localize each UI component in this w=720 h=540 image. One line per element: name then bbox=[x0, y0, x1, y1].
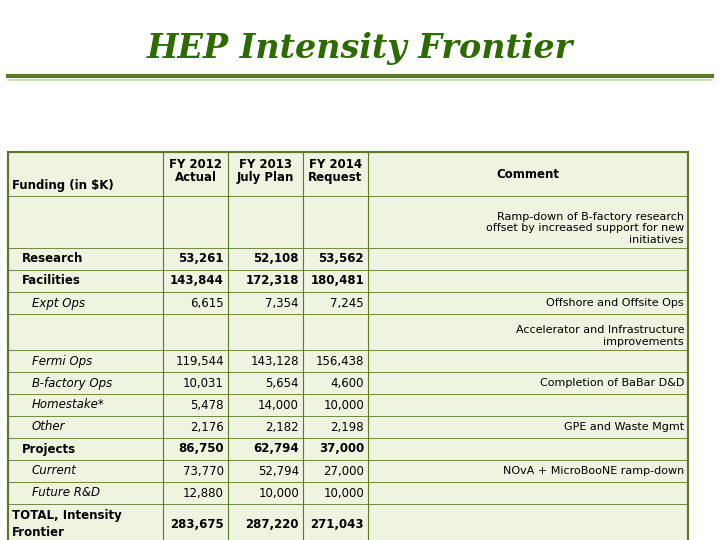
Text: 10,000: 10,000 bbox=[323, 399, 364, 411]
Text: TOTAL, Intensity
Frontier: TOTAL, Intensity Frontier bbox=[12, 510, 122, 538]
Text: Facilities: Facilities bbox=[22, 274, 81, 287]
Text: Completion of BaBar D&D: Completion of BaBar D&D bbox=[539, 378, 684, 388]
Text: 10,031: 10,031 bbox=[183, 376, 224, 389]
Bar bbox=[8, 152, 688, 540]
Text: HEP Intensity Frontier: HEP Intensity Frontier bbox=[147, 32, 573, 65]
Text: Funding (in $K): Funding (in $K) bbox=[12, 179, 114, 192]
Text: 143,128: 143,128 bbox=[251, 354, 299, 368]
Text: Research: Research bbox=[22, 253, 84, 266]
Text: 12,880: 12,880 bbox=[183, 487, 224, 500]
Text: Future R&D: Future R&D bbox=[32, 487, 100, 500]
Text: GPE and Waste Mgmt: GPE and Waste Mgmt bbox=[564, 422, 684, 432]
Text: Actual: Actual bbox=[174, 171, 217, 184]
Text: 86,750: 86,750 bbox=[179, 442, 224, 456]
Text: 2,176: 2,176 bbox=[190, 421, 224, 434]
Text: 52,794: 52,794 bbox=[258, 464, 299, 477]
Text: Accelerator and Infrastructure
improvements: Accelerator and Infrastructure improveme… bbox=[516, 326, 684, 347]
Text: NOvA + MicroBooNE ramp-down: NOvA + MicroBooNE ramp-down bbox=[503, 466, 684, 476]
Text: July Plan: July Plan bbox=[237, 171, 294, 184]
Text: 52,108: 52,108 bbox=[253, 253, 299, 266]
Text: FY 2014: FY 2014 bbox=[309, 158, 362, 171]
Text: Projects: Projects bbox=[22, 442, 76, 456]
Text: FY 2012: FY 2012 bbox=[169, 158, 222, 171]
Text: Request: Request bbox=[308, 171, 363, 184]
Text: 4,600: 4,600 bbox=[330, 376, 364, 389]
Text: 14,000: 14,000 bbox=[258, 399, 299, 411]
Text: 5,654: 5,654 bbox=[266, 376, 299, 389]
Text: 283,675: 283,675 bbox=[170, 517, 224, 530]
Bar bbox=[8, 152, 688, 540]
Text: Comment: Comment bbox=[497, 167, 559, 180]
Text: 180,481: 180,481 bbox=[310, 274, 364, 287]
Text: 2,198: 2,198 bbox=[330, 421, 364, 434]
Text: Ramp-down of B-factory research
offset by increased support for new
initiatives: Ramp-down of B-factory research offset b… bbox=[486, 212, 684, 245]
Text: 287,220: 287,220 bbox=[246, 517, 299, 530]
Text: 10,000: 10,000 bbox=[258, 487, 299, 500]
Text: 5,478: 5,478 bbox=[191, 399, 224, 411]
Text: 7,354: 7,354 bbox=[266, 296, 299, 309]
Text: 73,770: 73,770 bbox=[183, 464, 224, 477]
Text: 10,000: 10,000 bbox=[323, 487, 364, 500]
Text: 172,318: 172,318 bbox=[246, 274, 299, 287]
Text: 37,000: 37,000 bbox=[319, 442, 364, 456]
Text: Offshore and Offsite Ops: Offshore and Offsite Ops bbox=[546, 298, 684, 308]
Text: 27,000: 27,000 bbox=[323, 464, 364, 477]
Text: 53,562: 53,562 bbox=[318, 253, 364, 266]
Text: Fermi Ops: Fermi Ops bbox=[32, 354, 92, 368]
Text: Homestake*: Homestake* bbox=[32, 399, 104, 411]
Text: 119,544: 119,544 bbox=[176, 354, 224, 368]
Text: Expt Ops: Expt Ops bbox=[32, 296, 85, 309]
Text: 156,438: 156,438 bbox=[315, 354, 364, 368]
Text: FY 2013: FY 2013 bbox=[239, 158, 292, 171]
Text: Current: Current bbox=[32, 464, 77, 477]
Text: B-factory Ops: B-factory Ops bbox=[32, 376, 112, 389]
Text: 62,794: 62,794 bbox=[253, 442, 299, 456]
Text: 143,844: 143,844 bbox=[170, 274, 224, 287]
Text: 2,182: 2,182 bbox=[266, 421, 299, 434]
Text: 271,043: 271,043 bbox=[310, 517, 364, 530]
Text: 53,261: 53,261 bbox=[179, 253, 224, 266]
Text: 7,245: 7,245 bbox=[330, 296, 364, 309]
Text: Other: Other bbox=[32, 421, 66, 434]
Text: 6,615: 6,615 bbox=[190, 296, 224, 309]
